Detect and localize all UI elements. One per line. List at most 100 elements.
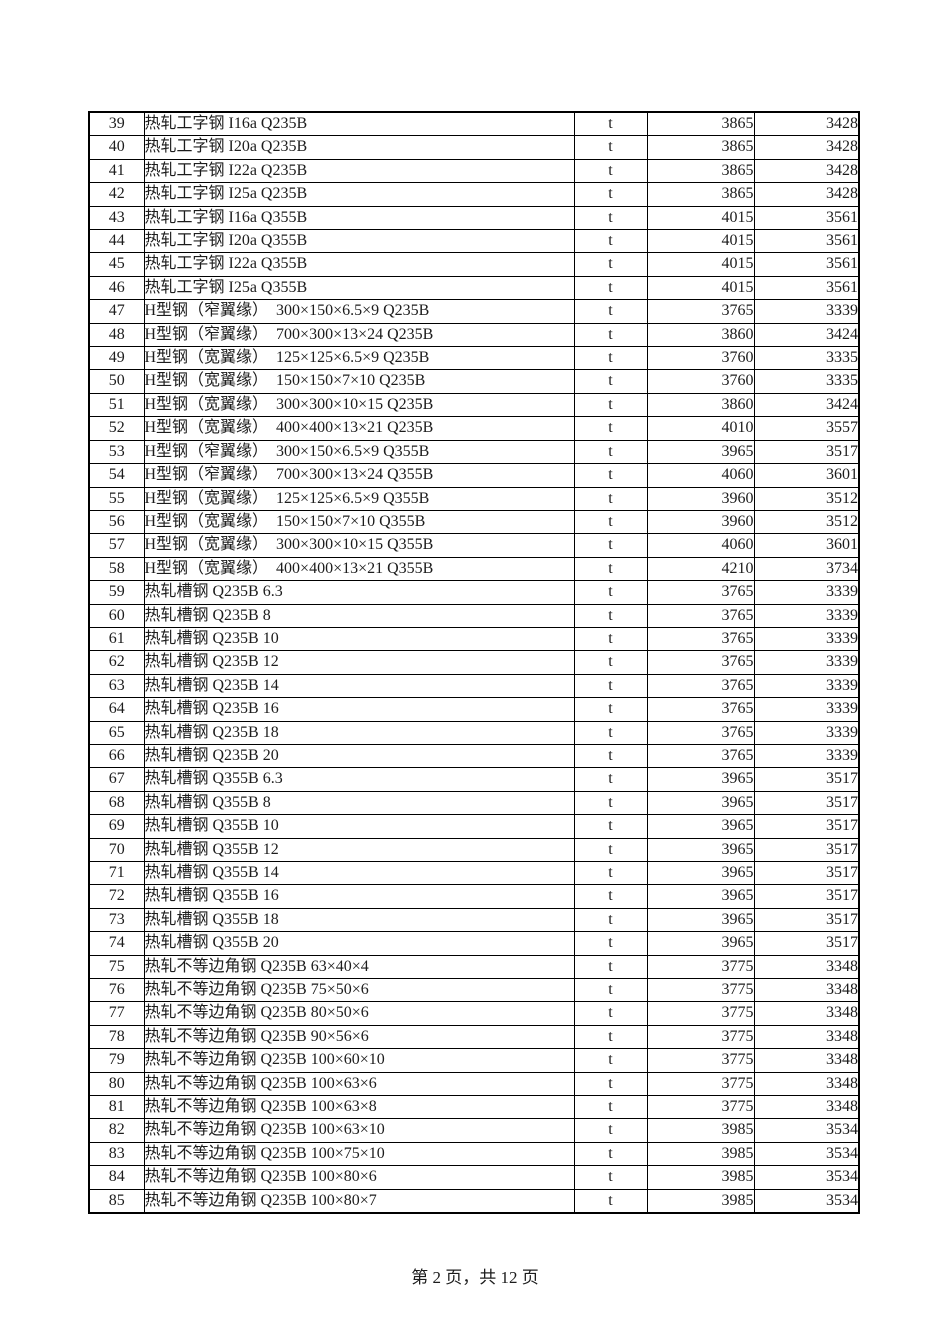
price-cell: 3960: [646, 509, 755, 535]
row-number-cell: 52: [88, 416, 145, 441]
row-number-cell: 75: [88, 954, 145, 980]
item-description-cell: H型钢（宽翼缘） 150×150×7×10 Q235B: [143, 369, 575, 394]
item-description-cell: 热轧不等边角钢 Q235B 100×60×10: [143, 1048, 575, 1073]
price-cell: 3765: [646, 697, 755, 722]
row-number-cell: 44: [88, 229, 145, 254]
price-cell: 4210: [646, 556, 755, 582]
base-price-cell: 3734: [753, 556, 860, 582]
row-number-cell: 58: [88, 556, 145, 582]
base-price-cell: 3517: [753, 767, 860, 792]
unit-cell: t: [573, 463, 648, 488]
unit-cell: t: [573, 392, 648, 418]
row-number-cell: 67: [88, 767, 145, 792]
base-price-cell: 3339: [753, 650, 860, 675]
row-number-cell: 64: [88, 697, 145, 722]
unit-cell: t: [573, 205, 648, 231]
unit-cell: t: [573, 673, 648, 699]
table-row: 58 H型钢（宽翼缘） 400×400×13×21 Q355B t 4210 3734: [88, 556, 860, 582]
price-cell: 3775: [646, 1071, 755, 1097]
unit-cell: t: [573, 416, 648, 441]
price-cell: 3860: [646, 392, 755, 418]
price-cell: 3865: [646, 135, 755, 160]
row-number-cell: 62: [88, 650, 145, 675]
table-row: 49 H型钢（宽翼缘） 125×125×6.5×9 Q235B t 3760 3335: [88, 346, 860, 371]
row-number-cell: 83: [88, 1141, 145, 1167]
price-cell: 3760: [646, 346, 755, 371]
base-price-cell: 3561: [753, 275, 860, 301]
base-price-cell: 3339: [753, 673, 860, 699]
price-cell: 3965: [646, 931, 755, 956]
unit-cell: t: [573, 650, 648, 675]
item-description-cell: 热轧不等边角钢 Q235B 75×50×6: [143, 978, 575, 1003]
row-number-cell: 82: [88, 1118, 145, 1143]
table-row: 57 H型钢（宽翼缘） 300×300×10×15 Q355B t 4060 3601: [88, 533, 860, 558]
item-description-cell: 热轧槽钢 Q235B 20: [143, 743, 575, 769]
price-cell: 3865: [646, 182, 755, 207]
unit-cell: t: [573, 299, 648, 324]
unit-cell: t: [573, 767, 648, 792]
base-price-cell: 3534: [753, 1118, 860, 1143]
price-cell: 3765: [646, 626, 755, 652]
row-number-cell: 73: [88, 907, 145, 933]
price-cell: 3775: [646, 1001, 755, 1026]
item-description-cell: 热轧槽钢 Q355B 6.3: [143, 767, 575, 792]
price-cell: 3960: [646, 486, 755, 511]
price-cell: 3860: [646, 322, 755, 348]
row-number-cell: 41: [88, 158, 145, 184]
table-row: 72 热轧槽钢 Q355B 16 t 3965 3517: [88, 884, 860, 909]
unit-cell: t: [573, 697, 648, 722]
item-description-cell: 热轧槽钢 Q355B 20: [143, 931, 575, 956]
base-price-cell: 3348: [753, 1095, 860, 1120]
price-cell: 3965: [646, 814, 755, 839]
table-row: 60 热轧槽钢 Q235B 8 t 3765 3339: [88, 603, 860, 628]
price-cell: 3765: [646, 720, 755, 745]
item-description-cell: 热轧不等边角钢 Q235B 100×75×10: [143, 1141, 575, 1167]
table-row: 63 热轧槽钢 Q235B 14 t 3765 3339: [88, 673, 860, 699]
base-price-cell: 3428: [753, 135, 860, 160]
base-price-cell: 3601: [753, 533, 860, 558]
unit-cell: t: [573, 790, 648, 816]
row-number-cell: 84: [88, 1165, 145, 1190]
price-cell: 3985: [646, 1141, 755, 1167]
price-cell: 3775: [646, 1048, 755, 1073]
base-price-cell: 3534: [753, 1141, 860, 1167]
base-price-cell: 3561: [753, 205, 860, 231]
base-price-cell: 3348: [753, 954, 860, 980]
unit-cell: t: [573, 814, 648, 839]
base-price-cell: 3339: [753, 580, 860, 605]
table-row: 81 热轧不等边角钢 Q235B 100×63×8 t 3775 3348: [88, 1095, 860, 1120]
item-description-cell: 热轧不等边角钢 Q235B 90×56×6: [143, 1024, 575, 1050]
row-number-cell: 81: [88, 1095, 145, 1120]
price-cell: 3965: [646, 884, 755, 909]
item-description-cell: 热轧槽钢 Q355B 18: [143, 907, 575, 933]
base-price-cell: 3561: [753, 252, 860, 277]
row-number-cell: 48: [88, 322, 145, 348]
base-price-cell: 3517: [753, 860, 860, 886]
item-description-cell: H型钢（窄翼缘） 300×150×6.5×9 Q235B: [143, 299, 575, 324]
row-number-cell: 85: [88, 1188, 145, 1214]
base-price-cell: 3335: [753, 346, 860, 371]
base-price-cell: 3534: [753, 1188, 860, 1214]
row-number-cell: 72: [88, 884, 145, 909]
price-cell: 4060: [646, 463, 755, 488]
table-row: 77 热轧不等边角钢 Q235B 80×50×6 t 3775 3348: [88, 1001, 860, 1026]
table-row: 67 热轧槽钢 Q355B 6.3 t 3965 3517: [88, 767, 860, 792]
item-description-cell: 热轧工字钢 I20a Q235B: [143, 135, 575, 160]
item-description-cell: H型钢（宽翼缘） 400×400×13×21 Q235B: [143, 416, 575, 441]
price-cell: 3985: [646, 1188, 755, 1214]
unit-cell: t: [573, 322, 648, 348]
row-number-cell: 51: [88, 392, 145, 418]
unit-cell: t: [573, 158, 648, 184]
item-description-cell: 热轧槽钢 Q235B 6.3: [143, 580, 575, 605]
unit-cell: t: [573, 1141, 648, 1167]
base-price-cell: 3517: [753, 907, 860, 933]
price-cell: 4060: [646, 533, 755, 558]
unit-cell: t: [573, 1188, 648, 1214]
table-row: 71 热轧槽钢 Q355B 14 t 3965 3517: [88, 860, 860, 886]
price-cell: 3765: [646, 299, 755, 324]
unit-cell: t: [573, 954, 648, 980]
item-description-cell: 热轧槽钢 Q235B 18: [143, 720, 575, 745]
item-description-cell: 热轧不等边角钢 Q235B 63×40×4: [143, 954, 575, 980]
row-number-cell: 68: [88, 790, 145, 816]
price-cell: 4015: [646, 252, 755, 277]
